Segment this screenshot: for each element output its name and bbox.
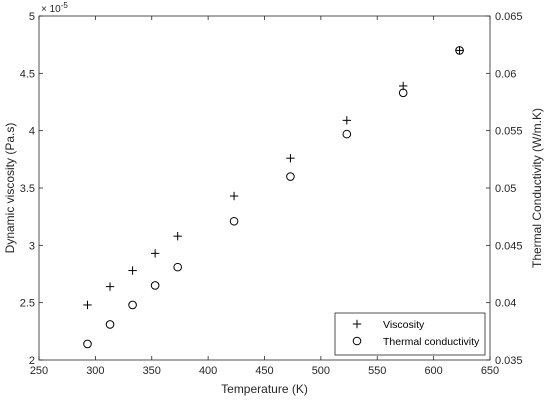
- y-tick-label: 2: [29, 355, 35, 367]
- viscosity-point: [229, 191, 239, 201]
- y2-axis-ticks: 0.035 0.04 0.045 0.05 0.055 0.06 0.065: [486, 11, 523, 367]
- thermal-conductivity-point: [128, 300, 137, 310]
- legend-marker-viscosity: [352, 319, 362, 329]
- y2-tick-label: 0.06: [495, 68, 516, 80]
- thermal-conductivity-point: [398, 88, 408, 98]
- x-tick-label: 550: [368, 365, 386, 377]
- y-axis-label: Dynamic viscosity (Pa.s): [3, 123, 17, 254]
- y2-axis-label: Thermal Conductivity (W/m.K): [530, 108, 544, 268]
- thermal-conductivity-point: [150, 281, 160, 290]
- y-tick-label: 3: [29, 240, 35, 252]
- viscosity-point: [342, 116, 352, 125]
- x-axis-ticks: 250 300 350 400 450 500 550 600 650: [30, 16, 499, 377]
- legend-box: [334, 312, 486, 356]
- legend-marker-thermal-conductivity: [352, 336, 362, 346]
- x-tick-label: 450: [255, 365, 273, 377]
- y-tick-label: 2.5: [20, 298, 35, 310]
- legend-plus-marker: [352, 319, 362, 329]
- x-tick-label: 600: [424, 365, 442, 377]
- y-tick-label: 4.5: [20, 68, 35, 80]
- x-tick-label: 650: [481, 365, 499, 377]
- viscosity-point: [286, 153, 295, 163]
- viscosity-point: [150, 249, 160, 258]
- plot-area: [38, 15, 491, 361]
- legend-label-viscosity: Viscosity: [383, 319, 425, 331]
- legend-circle-marker: [352, 336, 362, 346]
- thermal-conductivity-point: [286, 172, 295, 181]
- y-tick-label: 3.5: [20, 183, 35, 195]
- data-markers: [83, 46, 464, 349]
- x-tick-label: 250: [30, 365, 48, 377]
- y2-tick-label: 0.04: [495, 298, 516, 310]
- viscosity-point: [455, 46, 464, 55]
- y-axis-ticks: 2 2.5 3 3.5 4 4.5 5: [20, 11, 43, 367]
- thermal-conductivity-point: [173, 262, 182, 272]
- y-tick-label: 5: [29, 11, 35, 23]
- x-tick-label: 400: [199, 365, 217, 377]
- y-tick-label: 4: [29, 126, 35, 138]
- thermal-conductivity-point: [342, 129, 352, 139]
- x-axis-label: Temperature (K): [221, 382, 308, 396]
- y2-tick-label: 0.065: [495, 11, 523, 23]
- viscosity-point: [83, 300, 92, 310]
- viscosity-point: [173, 231, 182, 241]
- y2-tick-label: 0.05: [495, 183, 516, 195]
- y2-tick-label: 0.045: [495, 240, 523, 252]
- x-tick-label: 500: [312, 365, 330, 377]
- thermal-conductivity-point: [105, 320, 115, 329]
- legend: Viscosity Thermal conductivity: [334, 312, 486, 356]
- thermal-conductivity-point: [455, 46, 464, 55]
- viscosity-point: [105, 282, 115, 291]
- y2-tick-label: 0.035: [495, 355, 523, 367]
- y-axis-exponent: × 10-5: [41, 1, 68, 15]
- x-tick-label: 350: [143, 365, 161, 377]
- thermal-conductivity-point: [83, 339, 92, 349]
- x-tick-label: 300: [86, 365, 104, 377]
- thermal-conductivity-point: [229, 216, 239, 226]
- legend-label-thermal-conductivity: Thermal conductivity: [383, 336, 480, 348]
- y2-tick-label: 0.055: [495, 126, 523, 138]
- viscosity-point: [128, 266, 137, 275]
